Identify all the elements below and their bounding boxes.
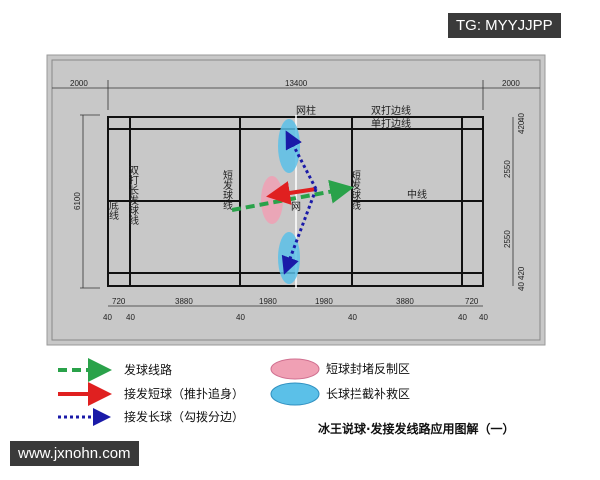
label-doubles-long-service: 双打长发球线 xyxy=(127,165,139,225)
label-net-post: 网柱 xyxy=(296,104,316,117)
dim-right: 2000 xyxy=(502,79,520,88)
dim-total: 13400 xyxy=(285,79,308,88)
dim-g0: 40 xyxy=(103,313,112,322)
legend-short-zone-label: 短球封堵反制区 xyxy=(326,362,410,376)
caption: 冰王说球·发接发线路应用图解（一） xyxy=(318,421,515,436)
label-baseline: 底线 xyxy=(107,199,119,220)
legend-short-zone-icon xyxy=(270,358,320,380)
dim-b2: 1980 xyxy=(259,297,277,306)
dim-b1: 3880 xyxy=(175,297,193,306)
legend-long-zone-label: 长球拦截补救区 xyxy=(326,386,410,401)
short-return-path xyxy=(266,181,317,205)
dim-left: 2000 xyxy=(70,79,88,88)
dim-b0: 720 xyxy=(112,297,126,306)
dim-r4: 420 xyxy=(517,266,526,280)
dim-r5: 40 xyxy=(517,282,526,291)
dim-b4: 3880 xyxy=(396,297,414,306)
legend-long-zone-icon xyxy=(270,382,320,406)
label-singles-side: 单打边线 xyxy=(371,117,411,130)
dim-g2: 40 xyxy=(236,313,245,322)
dim-g5: 40 xyxy=(479,313,488,322)
dim-b5: 720 xyxy=(465,297,479,306)
dim-height: 6100 xyxy=(73,192,82,210)
legend-long-label: 接发长球（勾拨分边） xyxy=(124,409,244,424)
dim-g4: 40 xyxy=(458,313,467,322)
dim-g1: 40 xyxy=(126,313,135,322)
dim-r1: 420 xyxy=(517,120,526,134)
dim-b3: 1980 xyxy=(315,297,333,306)
legend-short-label: 接发短球（推扑追身） xyxy=(124,386,244,401)
long-ball-zone-top xyxy=(278,119,300,173)
dim-g3: 40 xyxy=(348,313,357,322)
label-center: 中线 xyxy=(407,188,427,201)
long-return-path-top xyxy=(285,130,318,190)
watermark-bottom: www.jxnohn.com xyxy=(10,441,139,466)
watermark-top: TG: MYYJJPP xyxy=(448,13,561,38)
label-net: 网 xyxy=(291,201,301,213)
label-short-service-left: 短发球线 xyxy=(221,169,233,210)
label-short-service-right: 短发球线 xyxy=(349,169,361,210)
dim-r0: 40 xyxy=(517,113,526,122)
legend-serve-label: 发球线路 xyxy=(124,362,172,377)
long-return-path-bottom xyxy=(281,188,318,275)
label-doubles-side: 双打边线 xyxy=(371,104,411,117)
dim-r2: 2550 xyxy=(503,160,512,178)
dim-r3: 2550 xyxy=(503,230,512,248)
